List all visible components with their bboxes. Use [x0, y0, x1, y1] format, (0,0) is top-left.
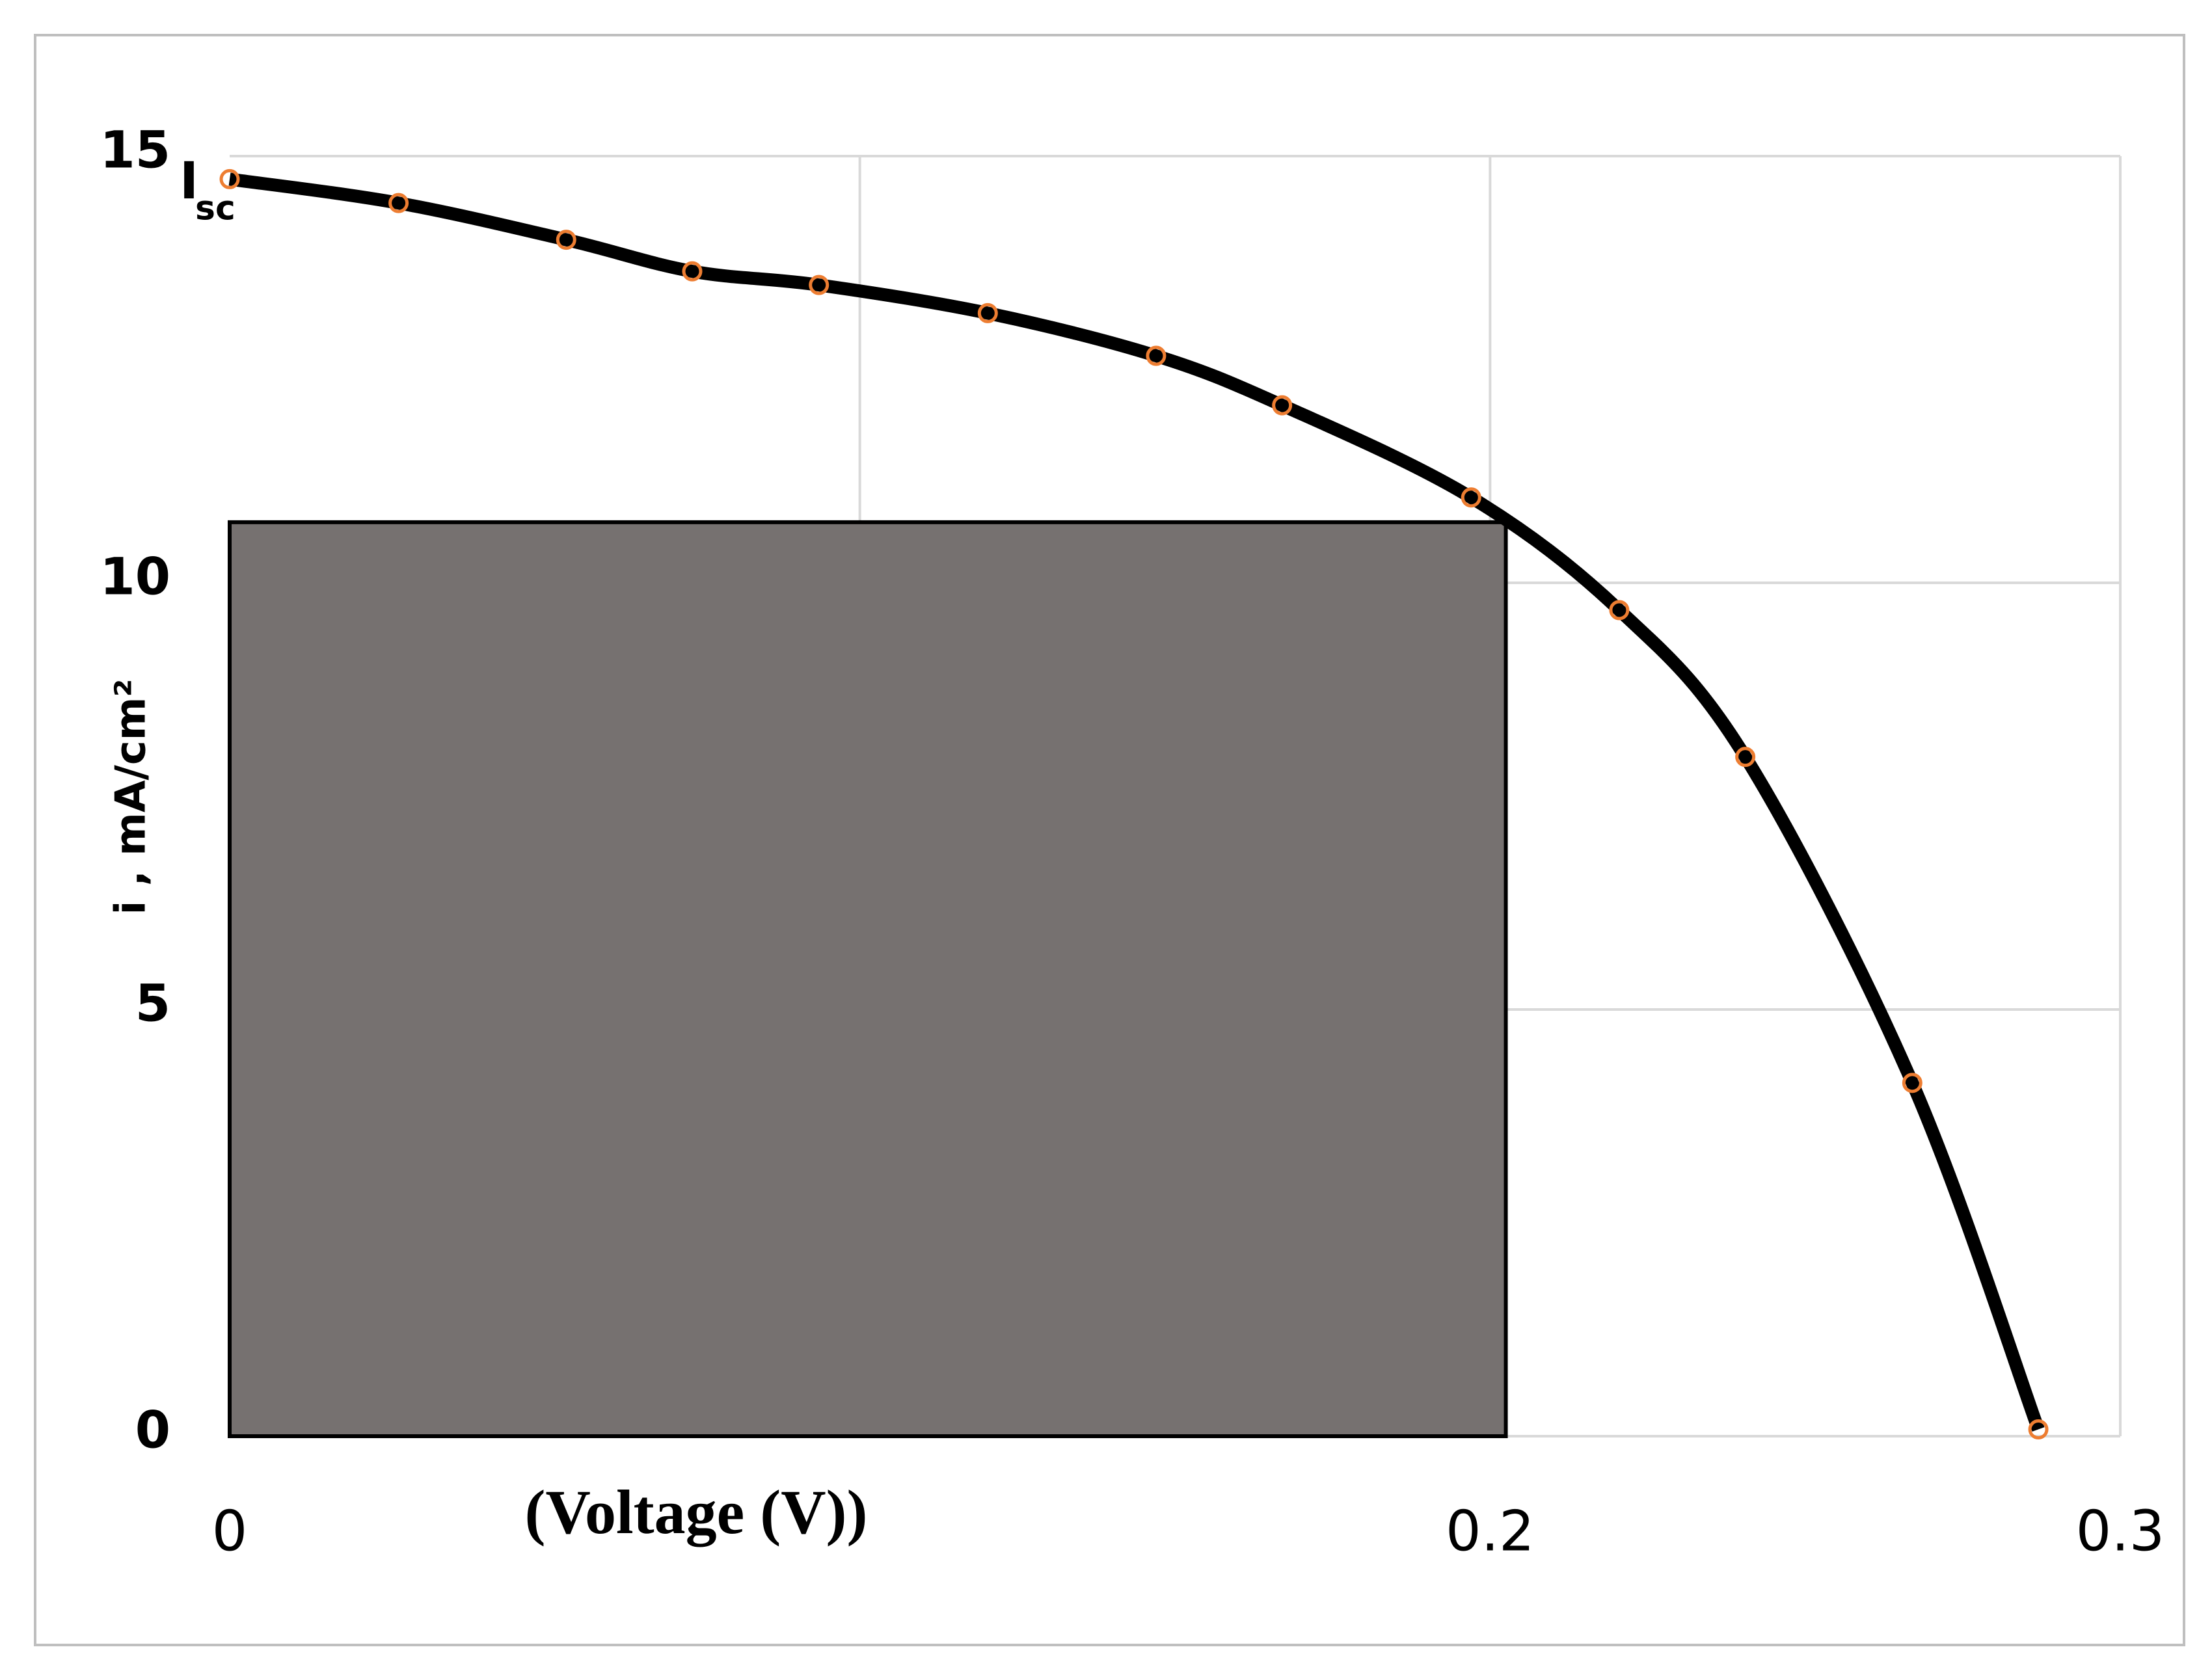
line-layer	[219, 168, 2049, 1440]
data-point	[388, 193, 409, 213]
x-tick-label: 0	[212, 1499, 248, 1564]
data-point	[1461, 487, 1481, 508]
data-point	[1146, 345, 1167, 366]
x-axis-label: (Voltage (V))	[525, 1477, 868, 1547]
data-point	[219, 168, 240, 189]
y-tick-label: 5	[135, 974, 170, 1033]
y-axis-label: i , mA/cm²	[107, 678, 155, 915]
rect-layer	[228, 520, 1508, 1438]
isc-label: I	[180, 152, 198, 211]
data-point	[682, 261, 703, 282]
data-point	[1735, 747, 1756, 768]
data-point	[2028, 1419, 2049, 1440]
data-point	[1902, 1073, 1922, 1093]
data-point	[1609, 600, 1630, 621]
x-tick-label: 0.2	[1446, 1499, 1535, 1564]
data-point	[1272, 395, 1293, 416]
series-line	[228, 172, 2045, 1432]
x-tick-label: 0.3	[2076, 1499, 2165, 1564]
max-power-rect	[228, 520, 1508, 1438]
y-tick-label: 0	[135, 1401, 170, 1460]
data-point	[977, 302, 998, 323]
isc-label-sub: sc	[195, 189, 236, 228]
y-tick-label: 15	[100, 121, 170, 180]
data-point	[809, 274, 830, 295]
data-point	[556, 230, 576, 250]
y-tick-label: 10	[100, 548, 170, 606]
